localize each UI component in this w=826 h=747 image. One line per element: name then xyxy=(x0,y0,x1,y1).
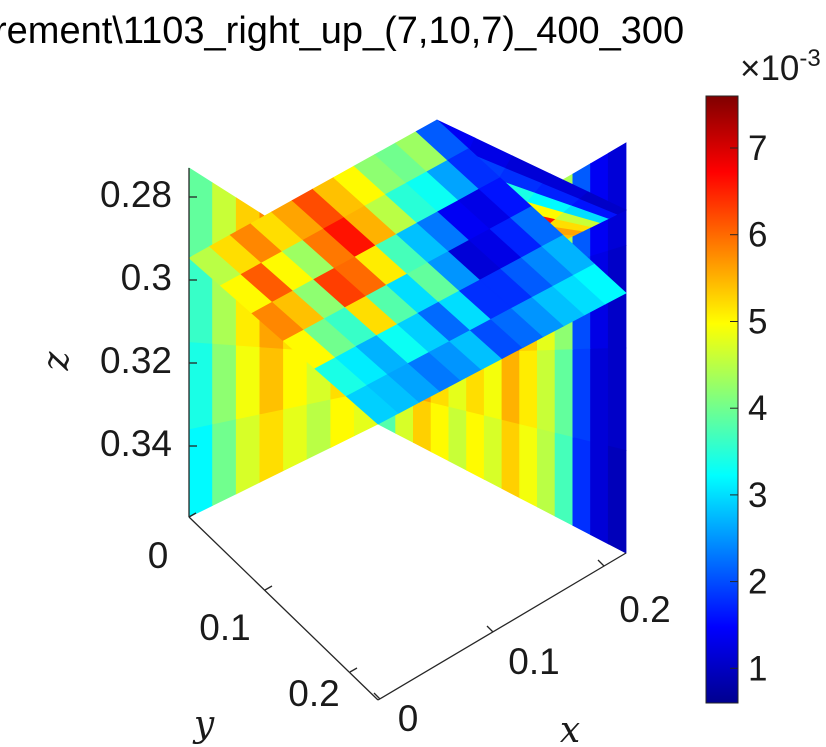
z-tick-label: 0.3 xyxy=(121,257,172,298)
heatmap-cell xyxy=(283,404,308,472)
colorbar-exponent-base: ×10 xyxy=(740,49,799,88)
y-tick-label: 0 xyxy=(148,535,169,576)
x-tick-label: 0.1 xyxy=(508,641,559,682)
heatmap-cell xyxy=(572,348,591,443)
colorbar-ticks: 1 2 3 4 5 6 7 xyxy=(730,129,767,688)
x-tick-mark xyxy=(486,625,494,633)
x-tick-mark xyxy=(373,692,381,700)
heatmap-cell xyxy=(501,350,521,426)
heatmap-cell xyxy=(188,424,214,518)
slice-planes xyxy=(188,119,627,554)
slice-plane-xy xyxy=(188,119,627,425)
x-tick-label: 0 xyxy=(398,698,419,739)
heatmap-cell xyxy=(235,345,261,421)
z-axis-label: z xyxy=(36,350,77,371)
x-tick-mark xyxy=(597,559,605,567)
heatmap-cell xyxy=(412,398,432,453)
heatmap-cell xyxy=(448,406,468,471)
heatmap-cell xyxy=(607,347,627,452)
x-axis-label: x xyxy=(560,710,580,747)
colorbar-exponent-power: -3 xyxy=(799,45,820,72)
y-axis-label: y xyxy=(192,704,215,745)
heatmap-cell xyxy=(590,441,609,545)
heatmap-cell xyxy=(537,428,556,517)
heatmap-cell xyxy=(519,350,538,430)
y-tick-label: 0.2 xyxy=(288,673,339,714)
colorbar-tick-label: 5 xyxy=(748,303,767,342)
heatmap-cell xyxy=(554,349,574,439)
heatmap-cell xyxy=(330,394,355,448)
heatmap-cell xyxy=(466,411,485,480)
colorbar xyxy=(705,95,739,704)
heatmap-cell xyxy=(188,342,214,431)
z-tick-label: 0.34 xyxy=(100,423,172,464)
heatmap-cell xyxy=(212,419,237,507)
heatmap-cell xyxy=(607,445,627,554)
heatmap-cell xyxy=(501,419,521,499)
heatmap-cell xyxy=(519,424,538,508)
heatmap-cell xyxy=(259,347,284,416)
x-axis-line xyxy=(377,552,627,701)
heatmap-cell xyxy=(483,415,503,490)
colorbar-tick-label: 6 xyxy=(748,216,767,255)
colorbar-tick-label: 3 xyxy=(748,476,767,515)
heatmap-cell xyxy=(306,399,332,460)
heatmap-cell xyxy=(430,402,450,462)
colorbar-tick-label: 4 xyxy=(748,389,767,428)
heatmap-cell xyxy=(235,414,261,495)
y-tick-label: 0.1 xyxy=(199,607,250,648)
x-tick-label: 0.2 xyxy=(619,589,670,630)
heatmap-cell xyxy=(590,348,609,447)
z-tick-label: 0.32 xyxy=(100,340,172,381)
heatmap-cell xyxy=(572,436,591,536)
colorbar-tick-label: 7 xyxy=(748,129,767,168)
colorbar-tick-label: 2 xyxy=(748,563,767,602)
y-tick-mark xyxy=(264,585,273,591)
heatmap-cell xyxy=(607,142,627,252)
colorbar-exponent: ×10-3 xyxy=(740,45,821,88)
y-tick-mark xyxy=(188,512,197,518)
heatmap-cell xyxy=(212,343,237,426)
chart-title: rement\1103_right_up_(7,10,7)_400_300 xyxy=(0,10,684,52)
tick-marks xyxy=(188,196,605,700)
heatmap-cell xyxy=(537,349,556,434)
y-tick-mark xyxy=(349,667,358,673)
y-axis-line xyxy=(188,516,379,701)
z-tick-label: 0.28 xyxy=(100,174,172,215)
heatmap-cell xyxy=(579,191,627,215)
heatmap-cell xyxy=(554,432,574,527)
heatmap-cell xyxy=(259,409,284,483)
colorbar-tick-label: 1 xyxy=(748,649,767,688)
heatmap-cell xyxy=(573,263,627,305)
